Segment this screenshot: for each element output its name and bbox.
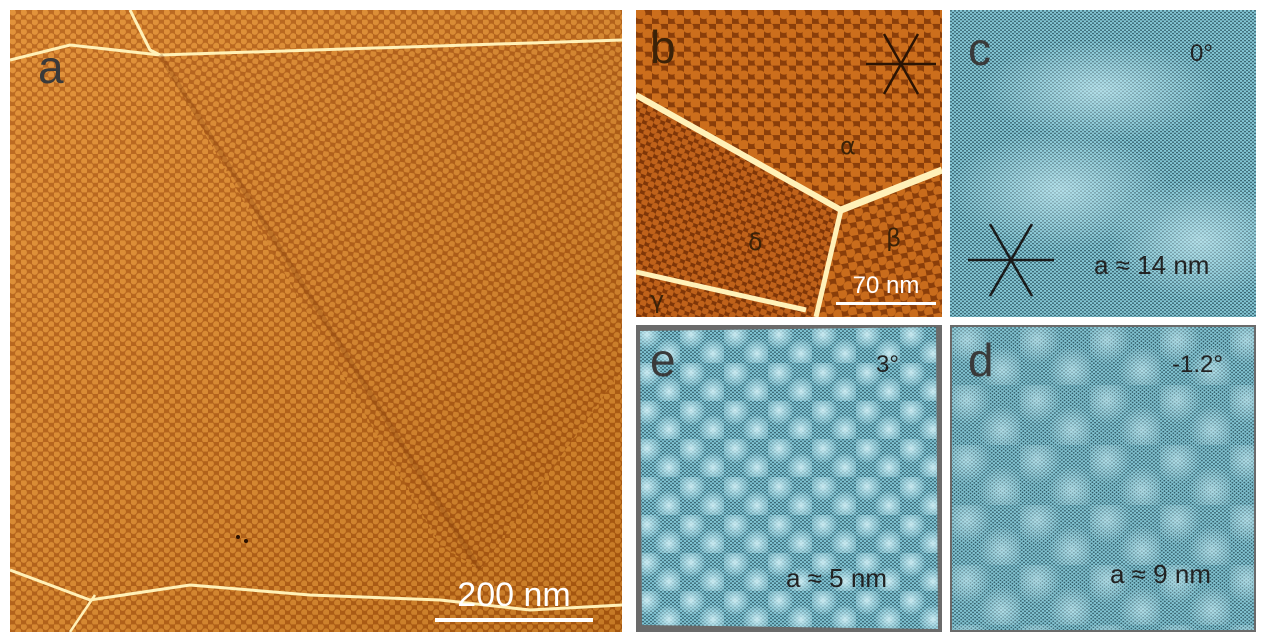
scale-label-b: 70 nm (852, 272, 920, 299)
twist-angle-c: 0° (1190, 40, 1213, 67)
panel-letter-e: e (650, 334, 676, 386)
panel-letter-d: d (968, 334, 994, 386)
stm-image-a (10, 10, 622, 632)
moire-image-e (636, 325, 942, 632)
moire-image-d (950, 325, 1256, 632)
period-label-c: a ≈ 14 nm (1094, 250, 1210, 280)
scale-label-a: 200 nm (457, 576, 571, 614)
scale-line-a (435, 618, 593, 622)
period-label-d: a ≈ 9 nm (1110, 559, 1211, 589)
panel-letter-b: b (650, 21, 676, 73)
panel-e: e 3° a ≈ 5 nm (636, 325, 942, 632)
stm-image-b (636, 10, 942, 317)
symmetry-star-c-icon (968, 223, 1054, 297)
grain-label-delta: δ (748, 228, 763, 256)
panel-b: b α β γ δ 70 nm (636, 10, 942, 317)
scale-bar-a: 200 nm (435, 578, 593, 622)
symmetry-star-b-icon (866, 33, 936, 95)
period-label-e: a ≈ 5 nm (786, 563, 887, 593)
panel-a: a 200 nm (10, 10, 622, 632)
panel-letter-c: c (968, 23, 991, 75)
grain-label-alpha: α (840, 132, 856, 160)
grain-label-gamma: γ (650, 286, 665, 314)
panel-c: c 0° a ≈ 14 nm (950, 10, 1256, 317)
moire-image-c (950, 10, 1256, 317)
scale-bar-b: 70 nm (836, 274, 936, 305)
twist-angle-d: -1.2° (1172, 351, 1223, 378)
panel-letter-a: a (38, 41, 64, 93)
panel-d: d -1.2° a ≈ 9 nm (950, 325, 1256, 632)
scale-line-b (836, 302, 936, 305)
twist-angle-e: 3° (876, 351, 899, 378)
grain-label-beta: β (886, 224, 902, 252)
